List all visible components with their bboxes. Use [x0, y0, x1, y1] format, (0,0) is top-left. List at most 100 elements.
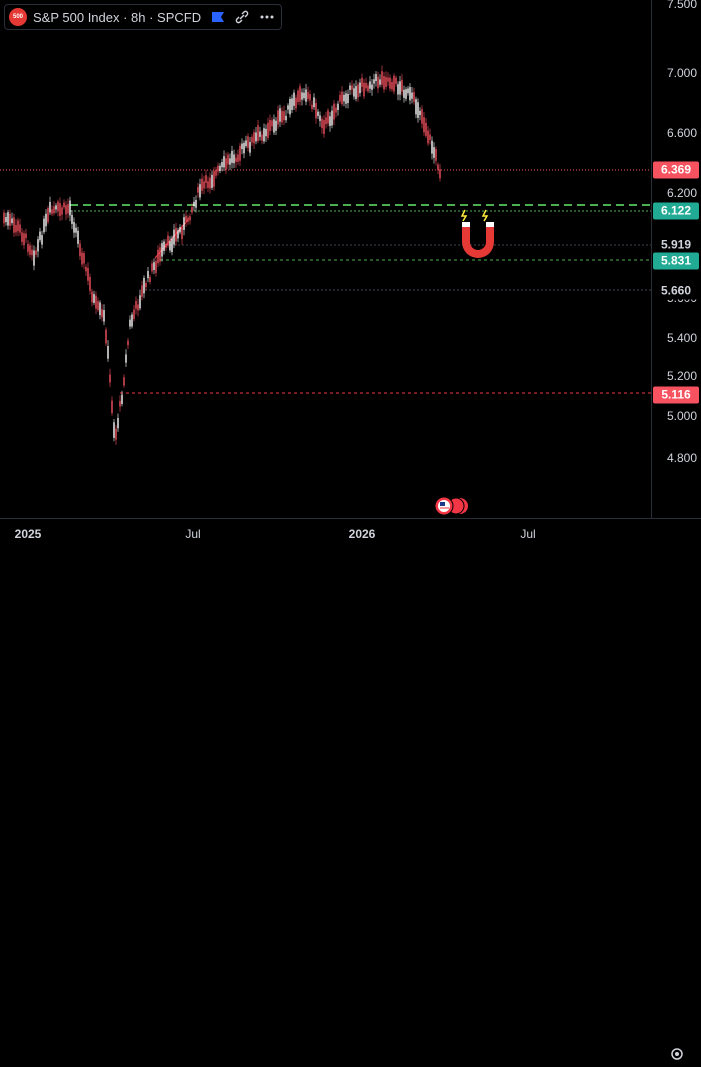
candle-body	[75, 227, 77, 233]
candle-body	[211, 174, 213, 188]
candle-body	[131, 314, 133, 327]
settings-icon[interactable]	[669, 1046, 685, 1067]
candle-body	[403, 89, 405, 98]
candle-body	[129, 319, 131, 327]
candle-body	[213, 170, 215, 187]
candle-body	[379, 79, 381, 85]
candle-body	[243, 142, 245, 154]
price-axis-label: 5.400	[666, 331, 697, 345]
event-markers[interactable]	[434, 496, 468, 516]
price-tag-5116: 5.116	[653, 386, 699, 404]
candle-body	[349, 85, 351, 90]
chart-area[interactable]: 500 S&P 500 Index · 8h · SPCFD A L	[0, 0, 701, 518]
link-icon[interactable]	[235, 10, 249, 24]
candle-body	[397, 84, 399, 95]
candle-body	[413, 92, 415, 102]
candle-body	[323, 120, 325, 134]
candle-body	[17, 220, 19, 232]
candle-body	[249, 142, 251, 153]
candle-body	[417, 102, 419, 118]
candle-body	[57, 201, 59, 212]
candle-body	[373, 79, 375, 84]
current-price-tag: 6.369	[653, 161, 699, 179]
candle-body	[119, 400, 121, 407]
price-chart[interactable]	[0, 0, 651, 518]
candle-body	[85, 266, 87, 272]
more-icon[interactable]	[259, 14, 275, 20]
candle-body	[13, 217, 15, 233]
candle-body	[269, 119, 271, 131]
candle-body	[359, 82, 361, 94]
time-axis-label: 2026	[348, 527, 376, 541]
candle-body	[255, 132, 257, 142]
candle-body	[191, 207, 193, 213]
price-axis-label: 6.200	[666, 186, 697, 200]
candle-body	[199, 184, 201, 198]
candle-body	[71, 214, 73, 224]
price-axis[interactable]: 7.500 7.000 6.600 6.200 5.600 5.400 5.20…	[651, 0, 701, 518]
candle-body	[321, 118, 323, 129]
candle-body	[425, 122, 427, 136]
candle-body	[43, 218, 45, 233]
candle-body	[7, 212, 9, 226]
price-axis-label: 5.200	[666, 369, 697, 383]
candle-body	[391, 81, 393, 90]
candle-body	[369, 81, 371, 89]
candle-body	[35, 250, 37, 255]
candle-body	[411, 92, 413, 99]
candle-body	[53, 206, 55, 214]
candle-body	[109, 374, 111, 383]
candle-body	[11, 218, 13, 224]
candle-body	[165, 243, 167, 248]
candle-body	[301, 92, 303, 100]
candle-body	[179, 227, 181, 233]
candle-body	[311, 104, 313, 109]
candle-body	[343, 94, 345, 102]
candle-body	[41, 235, 43, 245]
candle-body	[341, 91, 343, 105]
candle-body	[147, 271, 149, 279]
candle-body	[261, 134, 263, 141]
candle-body	[83, 253, 85, 264]
price-tag-5831: 5.831	[653, 252, 699, 270]
time-axis[interactable]: 2025 Jul 2026 Jul	[0, 518, 701, 1060]
candle-body	[339, 94, 341, 102]
candle-body	[253, 132, 255, 144]
candle-body	[239, 145, 241, 161]
candle-body	[307, 92, 309, 99]
candle-body	[247, 136, 249, 148]
candle-body	[103, 310, 105, 322]
candle-body	[439, 169, 441, 179]
candle-body	[237, 154, 239, 162]
symbol-legend[interactable]: 500 S&P 500 Index · 8h · SPCFD	[4, 4, 283, 30]
candle-body	[113, 422, 115, 438]
candle-body	[405, 89, 407, 99]
candle-body	[125, 354, 127, 363]
symbol-title[interactable]: S&P 500 Index · 8h · SPCFD	[33, 9, 202, 25]
candle-body	[149, 276, 151, 282]
candle-body	[377, 76, 379, 89]
candle-body	[209, 177, 211, 189]
candle-body	[345, 93, 347, 104]
candle-body	[303, 92, 305, 99]
candle-body	[387, 77, 389, 82]
candle-body	[335, 107, 337, 113]
candle-body	[25, 233, 27, 239]
candle-body	[115, 428, 117, 440]
candle-body	[45, 213, 47, 227]
candle-body	[105, 329, 107, 344]
candle-body	[173, 229, 175, 245]
candle-body	[401, 79, 403, 92]
candle-body	[127, 340, 129, 346]
candle-body	[435, 149, 437, 161]
candle-body	[347, 93, 349, 103]
candle-body	[233, 154, 235, 164]
magnet-icon[interactable]	[460, 209, 494, 258]
candle-body	[265, 128, 267, 137]
flag-icon[interactable]	[211, 11, 225, 23]
candle-body	[189, 216, 191, 221]
candle-body	[363, 82, 365, 97]
candle-body	[73, 222, 75, 233]
candle-body	[283, 111, 285, 121]
candle-body	[161, 243, 163, 257]
